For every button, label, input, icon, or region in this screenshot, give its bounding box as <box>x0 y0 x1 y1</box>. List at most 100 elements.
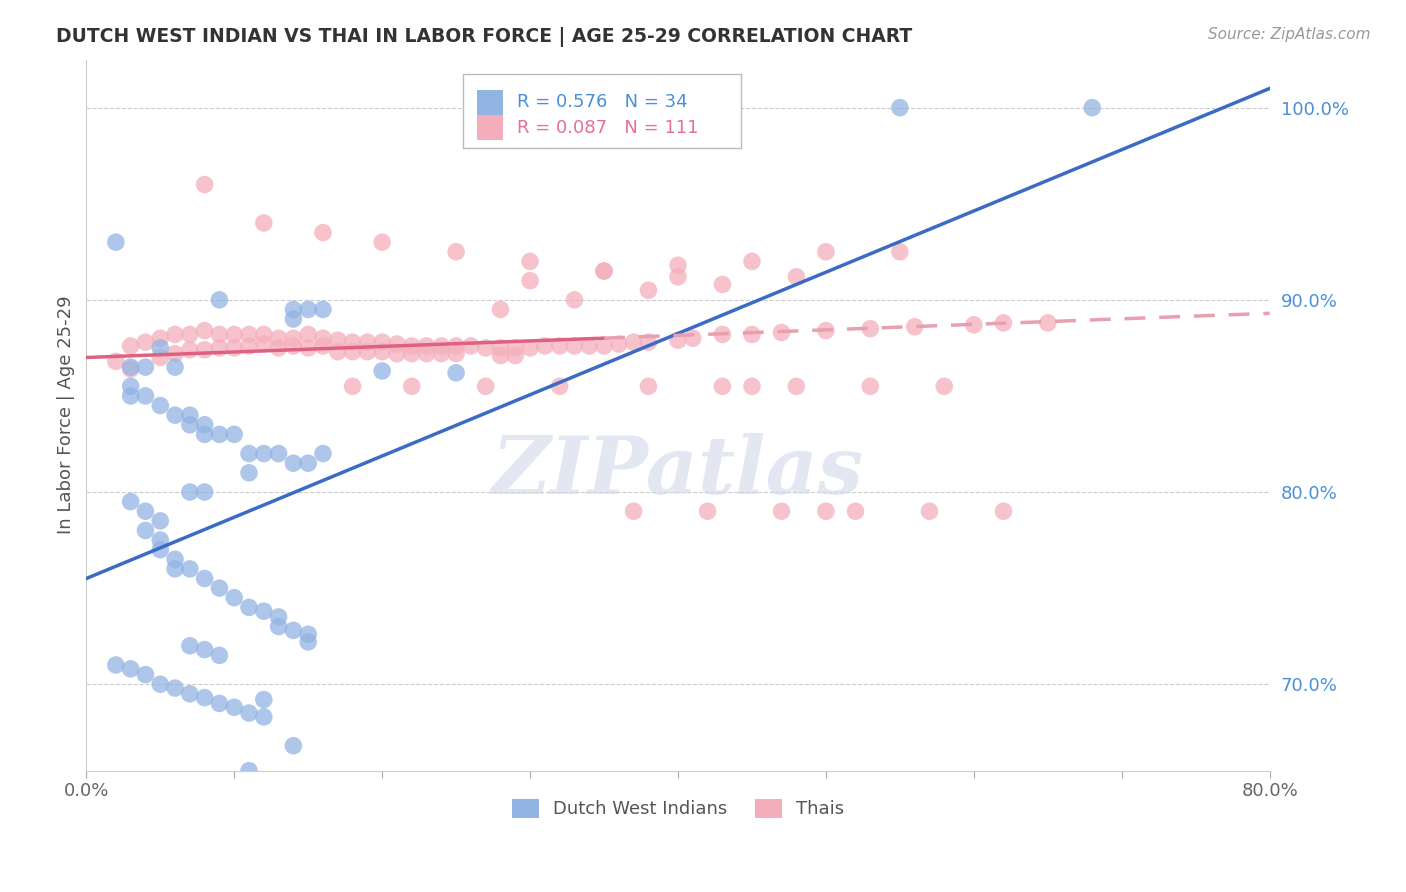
Point <box>253 216 276 230</box>
Point <box>165 346 187 360</box>
Point <box>208 648 231 663</box>
Point <box>415 346 437 360</box>
Point <box>401 346 423 360</box>
Point <box>682 331 704 345</box>
Bar <box>477 115 503 140</box>
Point <box>593 339 616 353</box>
Text: R = 0.576   N = 34: R = 0.576 N = 34 <box>517 93 688 112</box>
Point <box>356 335 378 350</box>
Point <box>859 321 882 335</box>
Point <box>666 258 689 272</box>
Point <box>401 339 423 353</box>
Point <box>165 327 187 342</box>
Point <box>297 341 319 355</box>
Point <box>474 379 496 393</box>
Point <box>134 335 156 350</box>
Point <box>120 362 142 376</box>
Point <box>267 447 290 461</box>
Point <box>238 600 260 615</box>
Point <box>224 341 246 355</box>
Point <box>194 324 217 338</box>
Point <box>208 427 231 442</box>
Point <box>238 447 260 461</box>
Point <box>238 466 260 480</box>
Point <box>385 346 408 360</box>
Point <box>134 524 156 538</box>
Point <box>741 327 763 342</box>
Point <box>356 344 378 359</box>
Point <box>534 339 557 353</box>
Point <box>120 360 142 375</box>
Point <box>149 351 172 365</box>
Point <box>342 335 364 350</box>
Point <box>519 254 541 268</box>
Point <box>165 562 187 576</box>
Point <box>844 504 866 518</box>
Point <box>297 635 319 649</box>
Point <box>371 364 394 378</box>
Point <box>889 101 911 115</box>
Point <box>489 349 512 363</box>
Point <box>134 504 156 518</box>
Point <box>283 456 305 470</box>
Point <box>253 692 276 706</box>
Point <box>503 349 526 363</box>
Point <box>267 619 290 633</box>
Point <box>1081 101 1104 115</box>
Point <box>623 335 645 350</box>
Text: DUTCH WEST INDIAN VS THAI IN LABOR FORCE | AGE 25-29 CORRELATION CHART: DUTCH WEST INDIAN VS THAI IN LABOR FORCE… <box>56 27 912 46</box>
Y-axis label: In Labor Force | Age 25-29: In Labor Force | Age 25-29 <box>58 296 75 534</box>
Point <box>104 658 127 673</box>
Text: R = 0.087   N = 111: R = 0.087 N = 111 <box>517 119 699 136</box>
Text: Source: ZipAtlas.com: Source: ZipAtlas.com <box>1208 27 1371 42</box>
Point <box>253 337 276 351</box>
Point <box>918 504 941 518</box>
Point <box>785 269 807 284</box>
Point <box>564 293 586 307</box>
Point <box>326 344 349 359</box>
Point <box>430 346 453 360</box>
Point <box>444 346 467 360</box>
Point <box>179 343 201 357</box>
Point <box>814 324 837 338</box>
Point <box>149 341 172 355</box>
Point <box>253 327 276 342</box>
Point <box>578 339 600 353</box>
Point <box>1036 316 1059 330</box>
Text: ZIPatlas: ZIPatlas <box>492 434 865 511</box>
Point <box>149 677 172 691</box>
Point <box>120 494 142 508</box>
Point <box>593 264 616 278</box>
Point <box>208 341 231 355</box>
Point <box>519 274 541 288</box>
Point <box>165 552 187 566</box>
Point <box>238 706 260 720</box>
Point <box>179 562 201 576</box>
Point <box>194 485 217 500</box>
Point <box>253 710 276 724</box>
Point <box>889 244 911 259</box>
Point <box>963 318 986 332</box>
Point <box>194 642 217 657</box>
Point <box>696 504 718 518</box>
Point <box>519 341 541 355</box>
Point <box>312 226 335 240</box>
Point <box>741 379 763 393</box>
Point <box>120 339 142 353</box>
Point <box>134 389 156 403</box>
Point <box>444 339 467 353</box>
Point <box>741 254 763 268</box>
Point <box>149 331 172 345</box>
Point <box>312 447 335 461</box>
Point <box>415 339 437 353</box>
Point <box>297 327 319 342</box>
Point <box>312 302 335 317</box>
Point <box>253 604 276 618</box>
Point <box>785 379 807 393</box>
Point <box>474 341 496 355</box>
Point <box>120 662 142 676</box>
Point <box>165 360 187 375</box>
Point <box>194 690 217 705</box>
Point <box>637 379 659 393</box>
Point <box>179 639 201 653</box>
